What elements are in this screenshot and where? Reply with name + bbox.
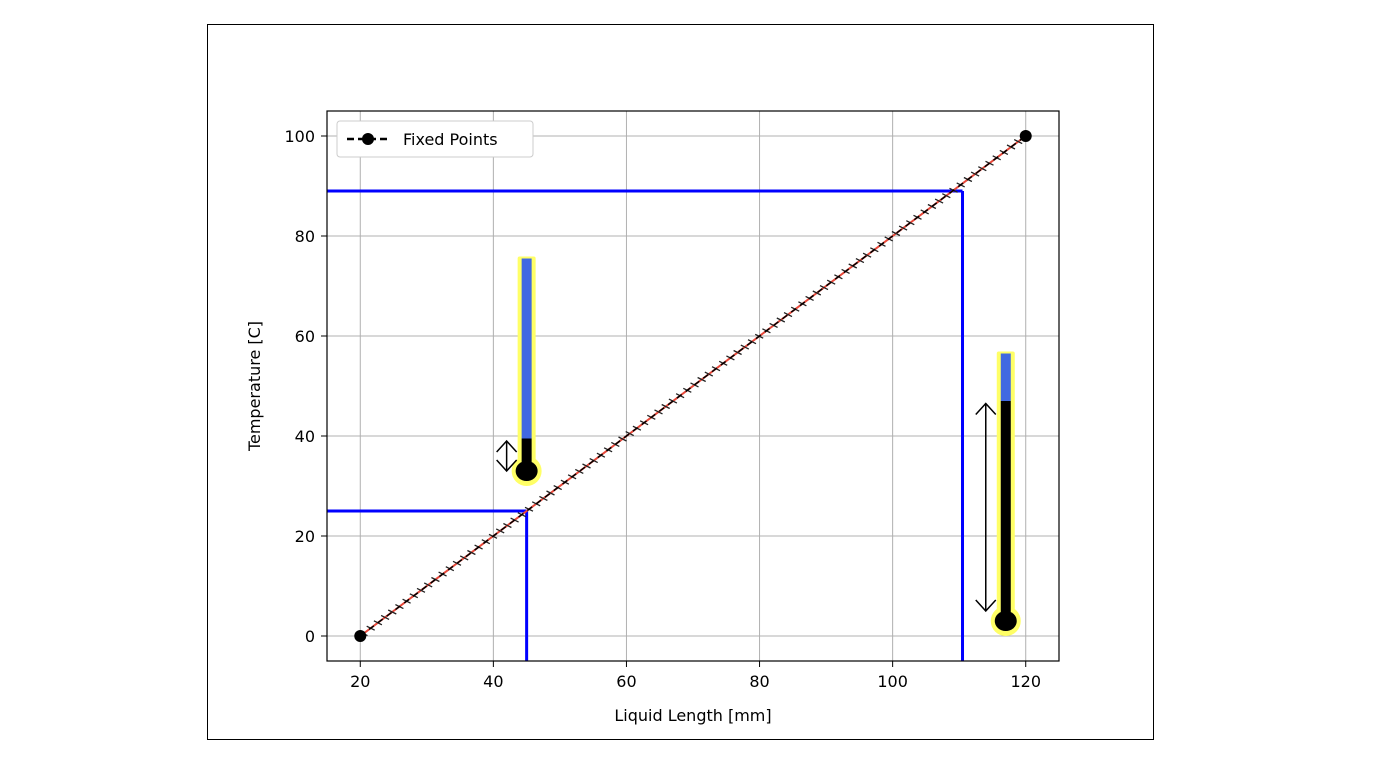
thermometer-bulb [994,611,1017,631]
x-tick-label: 60 [616,672,636,691]
fixed-point-marker [1019,130,1032,142]
y-tick-label: 20 [295,527,315,546]
legend-marker-swatch [362,133,374,145]
y-tick-label: 60 [295,327,315,346]
x-axis-label: Liquid Length [mm] [614,706,771,725]
axis-ticks: 20 40 60 80 100 120 0 20 40 60 80 100 [284,127,1041,691]
x-tick-label: 20 [350,672,370,691]
y-tick-label: 100 [284,127,315,146]
y-tick-label: 0 [305,627,315,646]
x-tick-label: 100 [877,672,908,691]
y-tick-label: 80 [295,227,315,246]
reference-lines [327,189,965,661]
thermometer-bulb [515,461,538,481]
expansion-arrow-head-top [496,439,518,453]
x-tick-label: 120 [1010,672,1041,691]
expansion-arrow-head-bottom [975,599,997,613]
fixed-point-marker [354,630,367,642]
expansion-arrow-head-bottom [496,459,518,473]
thermometer-empty-tube [521,258,532,439]
legend: Fixed Points [336,120,534,158]
figure-frame [207,24,1154,740]
x-tick-label: 40 [483,672,503,691]
fixed-points-series [354,130,1032,642]
series-line [359,135,1027,637]
legend-label-fixed-points: Fixed Points [403,130,498,149]
thermometers [496,256,1021,636]
x-tick-label: 80 [749,672,769,691]
y-axis-label: Temperature [C] [245,321,264,452]
legend-box [336,120,534,158]
expansion-arrow-head-top [975,402,997,416]
y-tick-label: 40 [295,427,315,446]
thermometer-liquid-column [521,438,532,471]
thermometer-empty-tube [1000,353,1011,401]
thermometer-liquid-column [1000,401,1011,621]
plot-area-frame [326,110,1060,662]
